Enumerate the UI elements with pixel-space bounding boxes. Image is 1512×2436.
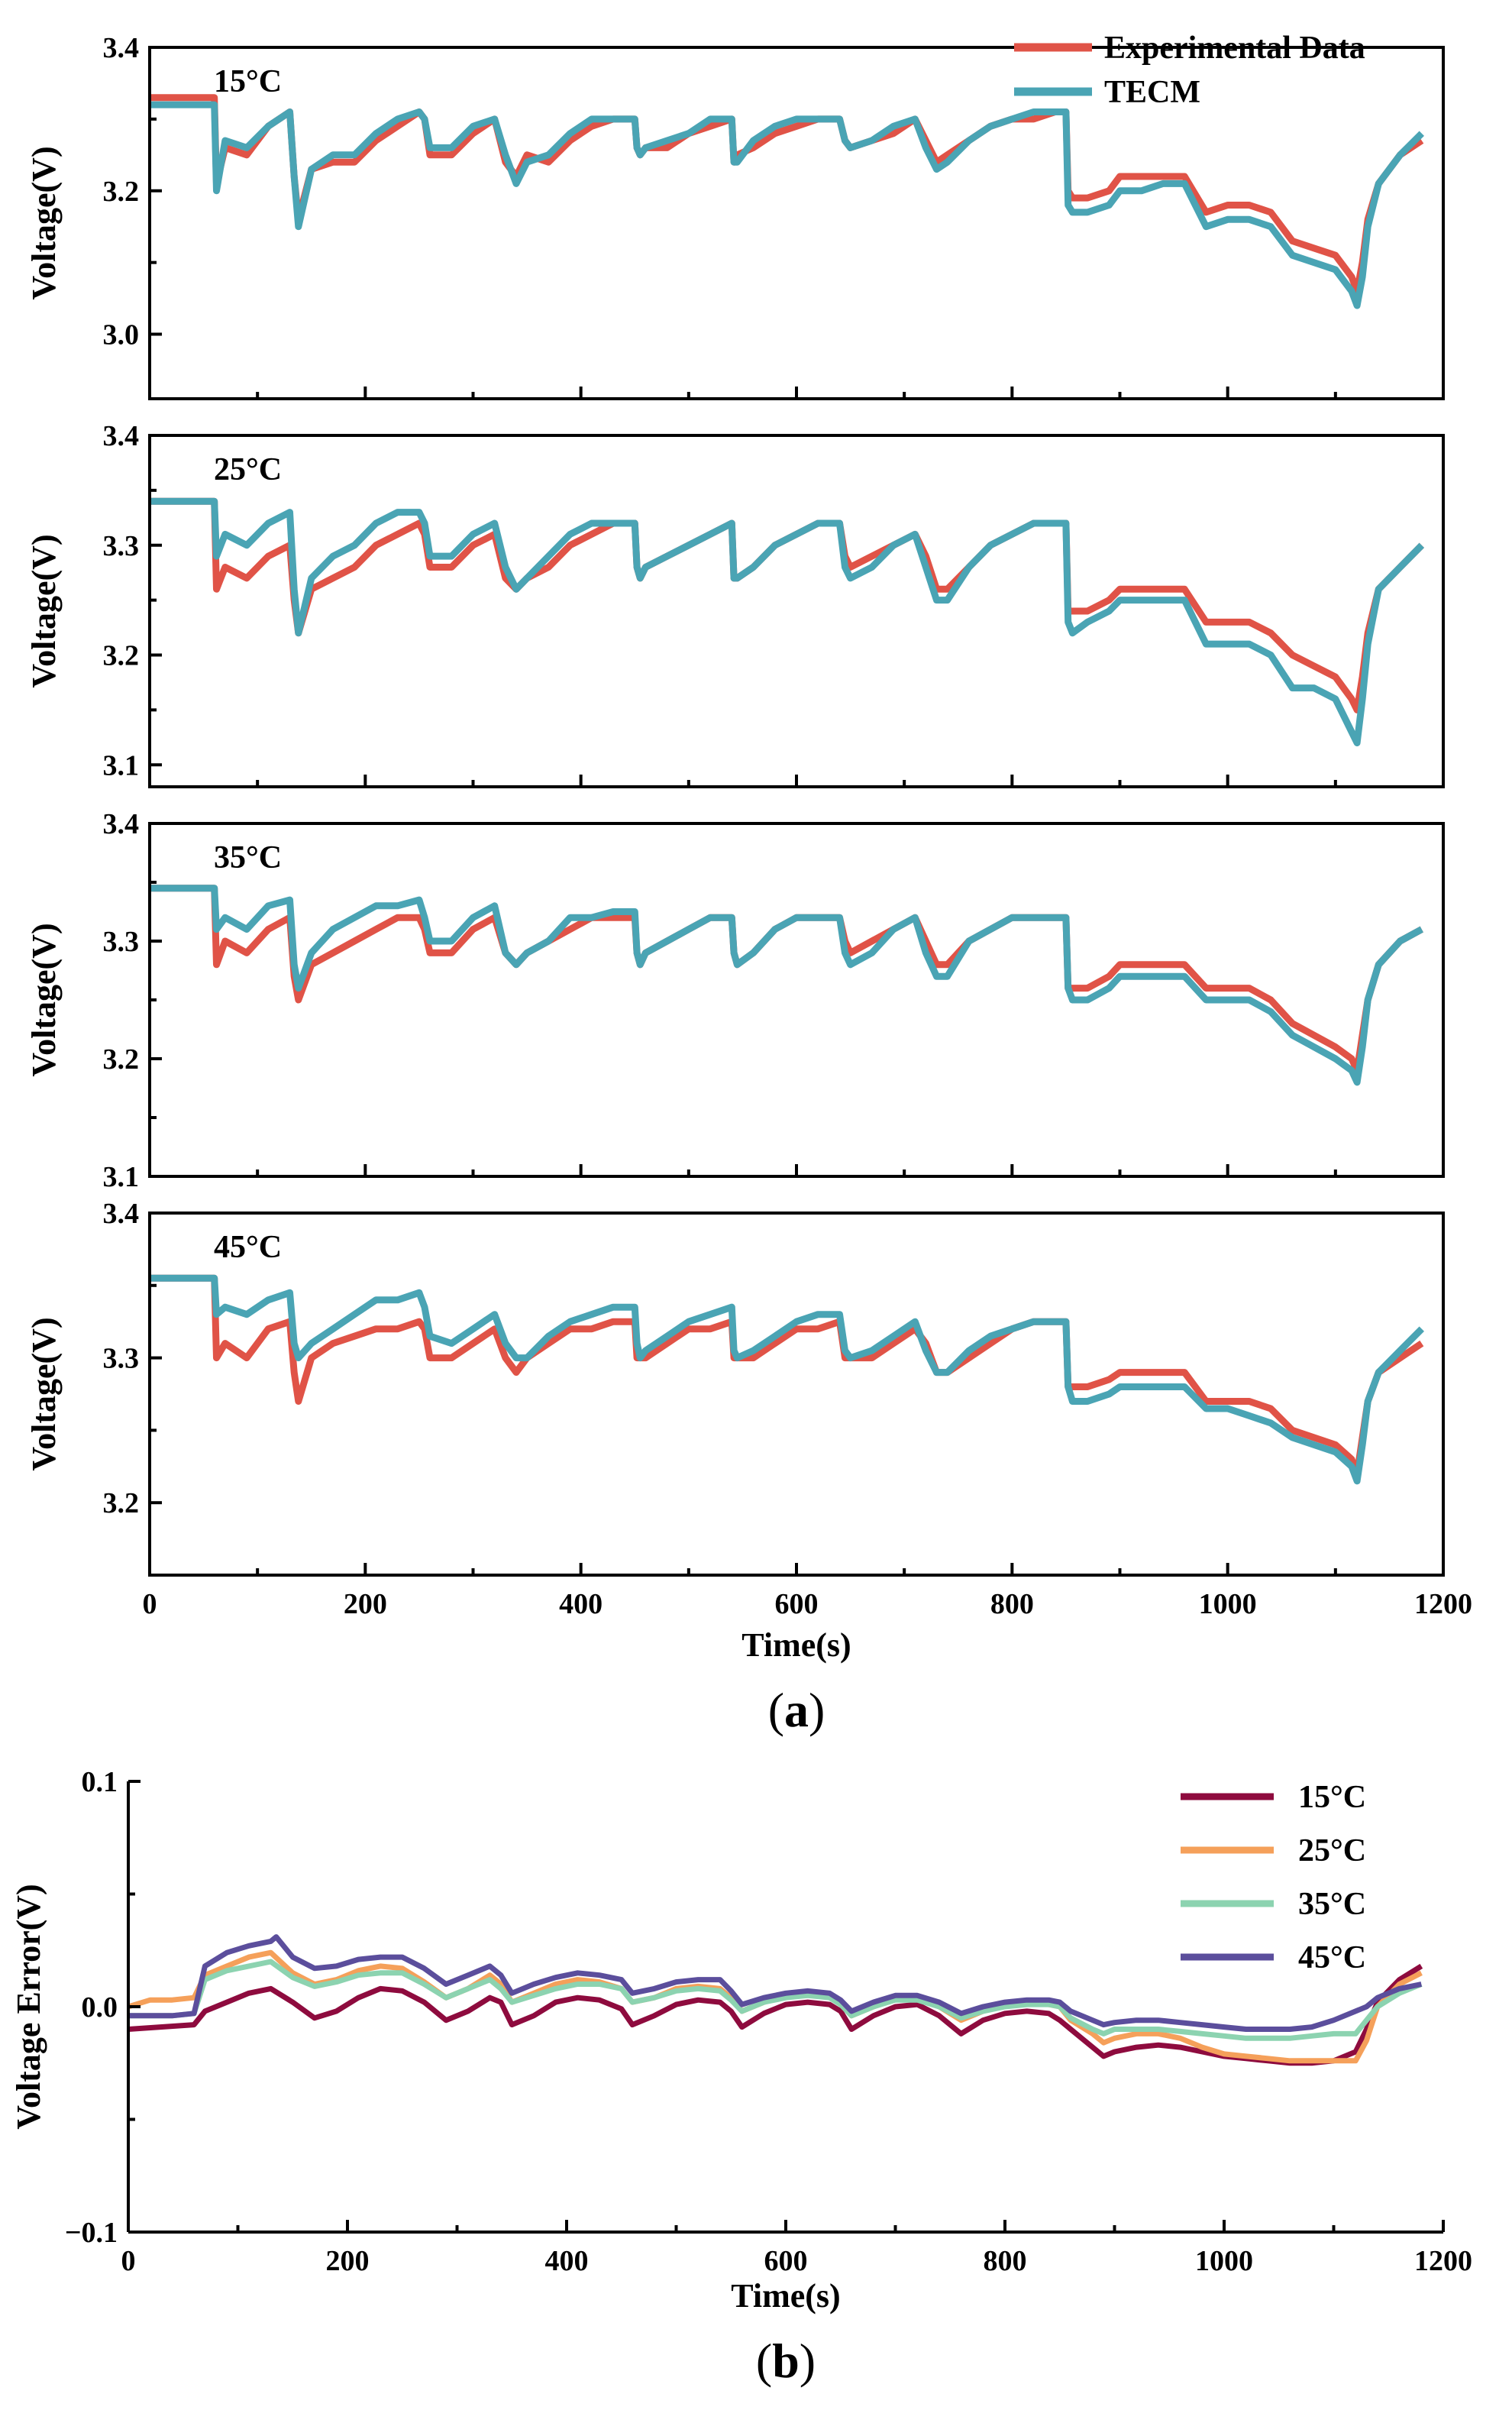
caption-a: (a) [768,1683,825,1737]
legend-item: 25°C [1181,1833,1366,1868]
x-tick-label: 600 [775,1588,819,1620]
chart-a-voltage-comparison: 3.0 3.2 3.4 15°C Voltage(V) 3.1 3.2 3.3 3.4 25°C V… [25,31,1472,1737]
legend-item: 45°C [1181,1940,1366,1975]
caption-paren: ( [768,1683,784,1737]
legend-label: 45°C [1298,1940,1366,1975]
y-tick-label: 3.1 [103,749,140,781]
y-tick-label: 3.2 [103,1487,140,1519]
caption-letter: b [772,2334,800,2388]
legend-item: 15°C [1181,1780,1366,1815]
y-tick-label: 3.4 [103,420,140,452]
legend-label: 25°C [1298,1833,1366,1868]
y-tick-label: 3.1 [103,1161,140,1193]
series-line-tecm [150,101,1424,309]
legend: Experimental Data TECM [1014,31,1365,110]
legend-label: Experimental Data [1104,31,1365,66]
y-tick-label: 3.2 [103,176,140,208]
x-tick-label: 400 [559,1588,603,1620]
y-tick-label: 3.4 [103,32,140,64]
y-tick-label: 3.3 [103,926,140,958]
panel-title: 45°C [214,1230,282,1265]
plot-frame [148,434,1445,788]
x-tick-label: 1000 [1195,2245,1253,2277]
legend-label: 15°C [1298,1780,1366,1815]
panel-title: 25°C [214,452,282,487]
x-axis-title: Time(s) [731,2277,840,2315]
x-tick-label: 800 [984,2245,1027,2277]
y-tick-label: 3.4 [103,1198,140,1230]
legend-item: 35°C [1181,1887,1366,1922]
x-tick-label: 800 [990,1588,1034,1620]
y-tick-label: 3.3 [103,1343,140,1375]
panel-3: 3.1 3.2 3.3 3.4 35°C Voltage(V) [25,808,1445,1193]
plot-frame [148,1212,1445,1577]
x-tick-label: 200 [326,2245,370,2277]
y-tick-label: 3.0 [103,319,140,351]
y-tick-label: 3.4 [103,808,140,840]
legend: 15°C 25°C 35°C 45°C [1181,1780,1366,1975]
y-axis-title: Voltage Error(V) [10,1884,47,2129]
panel-title: 15°C [214,64,282,99]
panel-2: 3.1 3.2 3.3 3.4 25°C Voltage(V) [25,420,1445,788]
legend-label: 35°C [1298,1887,1366,1922]
caption-b: (b) [756,2334,816,2388]
series-line-15c [128,1963,1423,2066]
series-line-45c [128,1934,1423,2032]
legend-item: TECM [1014,75,1200,110]
x-tick-label: 0 [143,1588,157,1620]
y-tick-label: 0.0 [82,1991,118,2024]
caption-letter: a [784,1683,809,1737]
chart-b-voltage-error: −0.1 0.0 0.1 0 200 400 600 800 1000 1200 Time(s) Vo… [10,1766,1472,2388]
caption-paren: ) [809,1683,825,1737]
series-line-tecm [150,885,1423,1086]
y-axis-title: Voltage(V) [25,534,63,687]
x-tick-label: 200 [344,1588,387,1620]
x-axis-title: Time(s) [741,1626,851,1664]
series-line-experimental-data [150,1274,1424,1477]
x-tick-label: 1200 [1414,2245,1472,2277]
series-line-experimental-data [150,94,1424,295]
y-tick-label: 0.1 [82,1766,118,1798]
panel-1: 3.0 3.2 3.4 15°C Voltage(V) [25,32,1445,400]
panel-4: 3.2 3.3 3.4 45°C Voltage(V) [25,1198,1445,1577]
panel-title: 35°C [214,840,282,875]
y-tick-label: 3.3 [103,530,140,562]
legend-label: TECM [1104,75,1200,110]
series-line-tecm [150,497,1425,746]
x-tick-label: 1000 [1199,1588,1257,1620]
x-tick-label: 1200 [1414,1588,1472,1620]
series-line-experimental-data [150,497,1425,713]
y-axis-title: Voltage(V) [25,923,63,1076]
x-tick-label: 0 [121,2245,136,2277]
caption-paren: ) [800,2334,816,2388]
legend-item: Experimental Data [1014,31,1365,66]
series-line-tecm [150,1274,1424,1485]
x-tick-label: 600 [764,2245,808,2277]
caption-paren: ( [756,2334,772,2388]
y-axis-title: Voltage(V) [25,146,63,299]
series-line-experimental-data [150,885,1423,1074]
y-axis-title: Voltage(V) [25,1317,63,1470]
x-tick-label: 400 [545,2245,589,2277]
y-tick-label: −0.1 [65,2217,118,2249]
series-line-35c [128,1959,1423,2041]
y-tick-label: 3.2 [103,1043,140,1076]
y-tick-label: 3.2 [103,640,140,672]
